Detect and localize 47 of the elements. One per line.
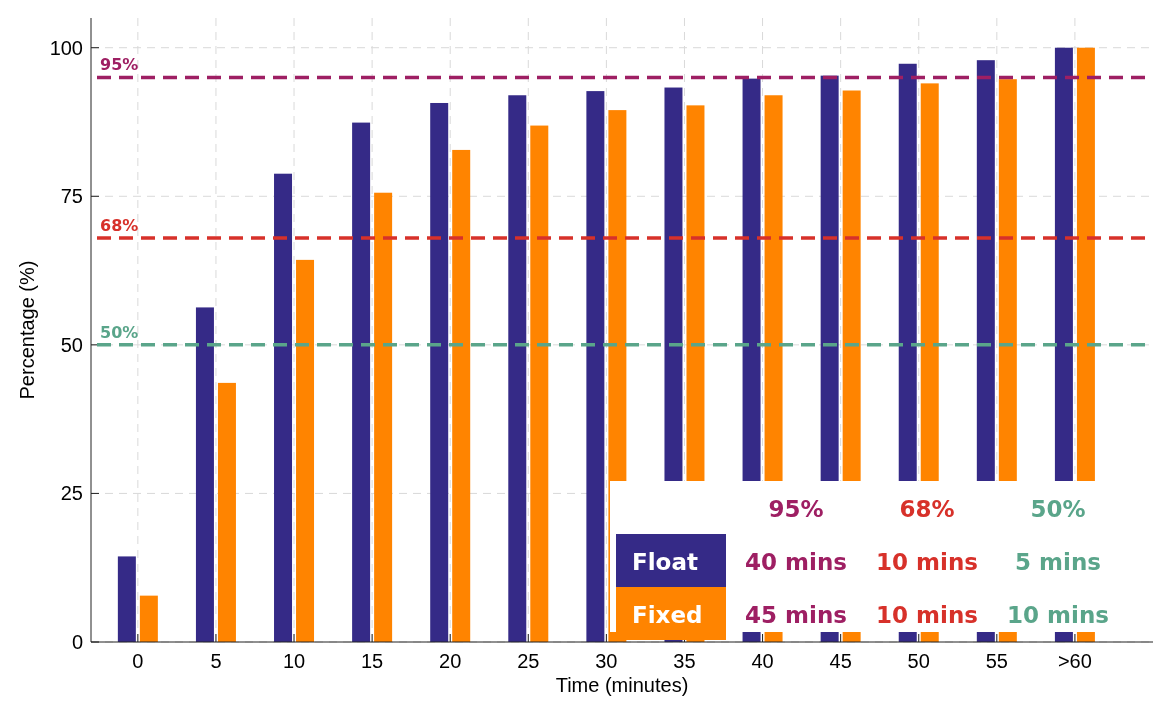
legend-label: Float: [632, 549, 698, 575]
bar: [139, 595, 158, 642]
x-tick-label: 30: [595, 650, 618, 672]
bar: [530, 125, 549, 642]
x-tick-label: 10: [282, 650, 306, 672]
ref-line-label: 50%: [100, 322, 139, 342]
bar: [274, 173, 293, 642]
bar: [374, 192, 393, 642]
x-tick-label: 5: [210, 650, 222, 672]
y-tick-label: 50: [60, 333, 83, 356]
y-tick-label: 0: [71, 631, 83, 653]
annotation: 50%: [1030, 496, 1086, 522]
y-tick-label: 100: [49, 36, 83, 59]
bar: [352, 122, 371, 642]
x-tick-label: 50: [907, 650, 930, 672]
x-tick-label: 20: [439, 650, 462, 672]
x-tick-label: 35: [673, 650, 696, 672]
x-tick-label: 25: [517, 650, 540, 672]
bar: [217, 382, 236, 642]
ref-line-label: 95%: [100, 55, 139, 75]
annotation: 40 mins: [745, 549, 847, 575]
annotation: 68%: [899, 496, 955, 522]
y-tick-label: 75: [60, 185, 83, 208]
bar: [117, 556, 136, 642]
x-axis-title: Time (minutes): [555, 674, 689, 696]
bar: [586, 91, 605, 642]
x-tick-label: >60: [1057, 650, 1092, 672]
x-tick-label: 15: [360, 650, 384, 672]
annotation: 10 mins: [1007, 602, 1109, 628]
y-tick-label: 25: [60, 482, 83, 505]
y-axis-title: Percentage (%): [16, 260, 38, 400]
bar: [452, 149, 471, 642]
annotation: 45 mins: [745, 602, 847, 628]
bar: [195, 307, 214, 642]
annotation: 10 mins: [876, 549, 978, 575]
bar: [430, 102, 449, 642]
bar: [508, 95, 527, 642]
legend-label: Fixed: [632, 602, 703, 628]
x-tick-label: 45: [829, 650, 852, 672]
ref-line-label: 68%: [100, 215, 139, 235]
annotation: 10 mins: [876, 602, 978, 628]
bar: [296, 259, 315, 642]
x-tick-label: 40: [751, 650, 774, 672]
x-tick-label: 55: [985, 650, 1008, 672]
annotation: 5 mins: [1015, 549, 1101, 575]
annotation: 95%: [768, 496, 824, 522]
x-tick-label: 0: [132, 650, 144, 672]
